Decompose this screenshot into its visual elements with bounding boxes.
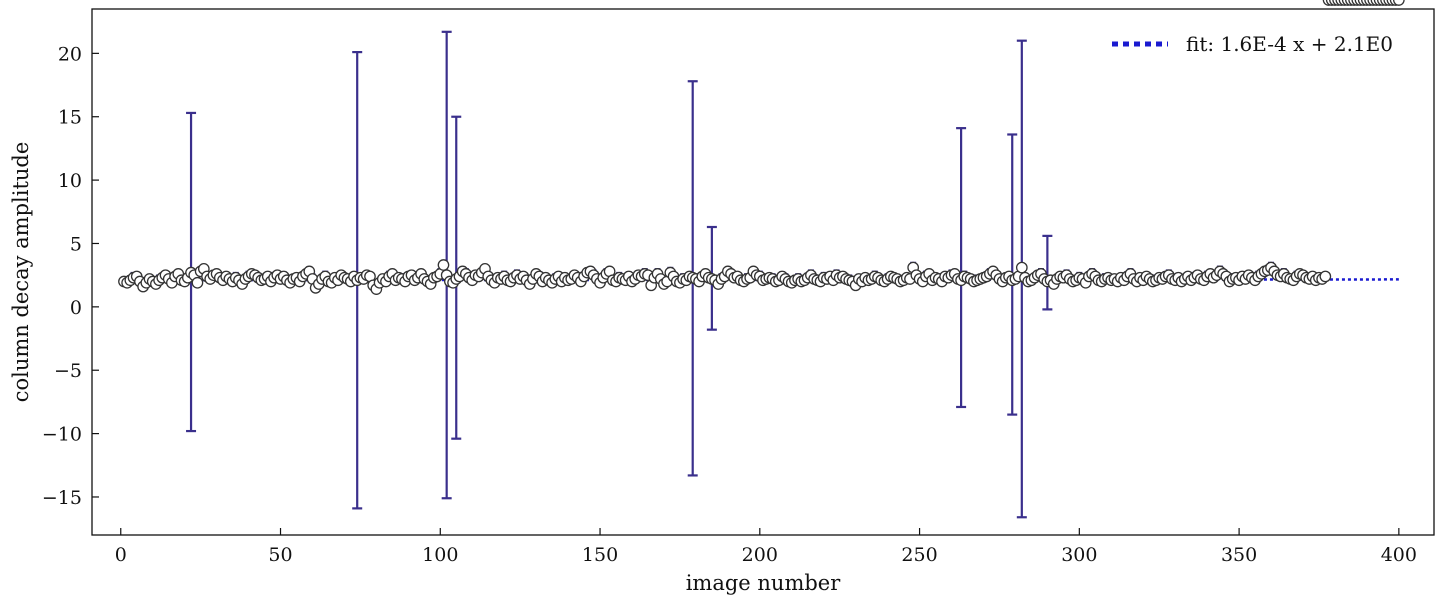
x-tick-label: 200 [742,544,778,566]
plot-frame [91,8,1435,536]
x-axis-label: image number [686,571,842,595]
y-tick-label: 20 [58,43,82,65]
y-tick-label: −5 [54,360,82,382]
x-tick-label: 300 [1061,544,1097,566]
x-tick-label: 350 [1221,544,1257,566]
data-point [437,259,450,271]
y-tick-label: 5 [70,233,82,255]
y-tick-label: 10 [58,170,82,192]
y-tick-label: 0 [70,297,82,319]
x-tick-label: 400 [1381,544,1417,566]
axes-ticks: 0 50 100 150 200 250 300 350 400 −15 −10 −5 0 5 10 15 20 [42,43,1417,566]
x-tick-label: 250 [901,544,937,566]
y-tick-label: 15 [58,107,82,129]
x-tick-label: 150 [582,544,618,566]
legend-fit-label: fit: 1.6E-4 x + 2.1E0 [1186,32,1393,56]
plot-area [118,0,1405,519]
legend: fit: 1.6E-4 x + 2.1E0 [1112,32,1393,56]
x-tick-label: 0 [115,544,127,566]
data-point [191,276,204,289]
x-tick-label: 50 [268,544,292,566]
y-axis-label: column decay amplitude [9,142,33,403]
x-tick-label: 100 [422,544,458,566]
data-point [1015,261,1028,274]
y-tick-label: −10 [42,424,82,446]
data-point [1393,0,1405,6]
data-point [1319,270,1332,283]
y-tick-label: −15 [42,487,82,509]
